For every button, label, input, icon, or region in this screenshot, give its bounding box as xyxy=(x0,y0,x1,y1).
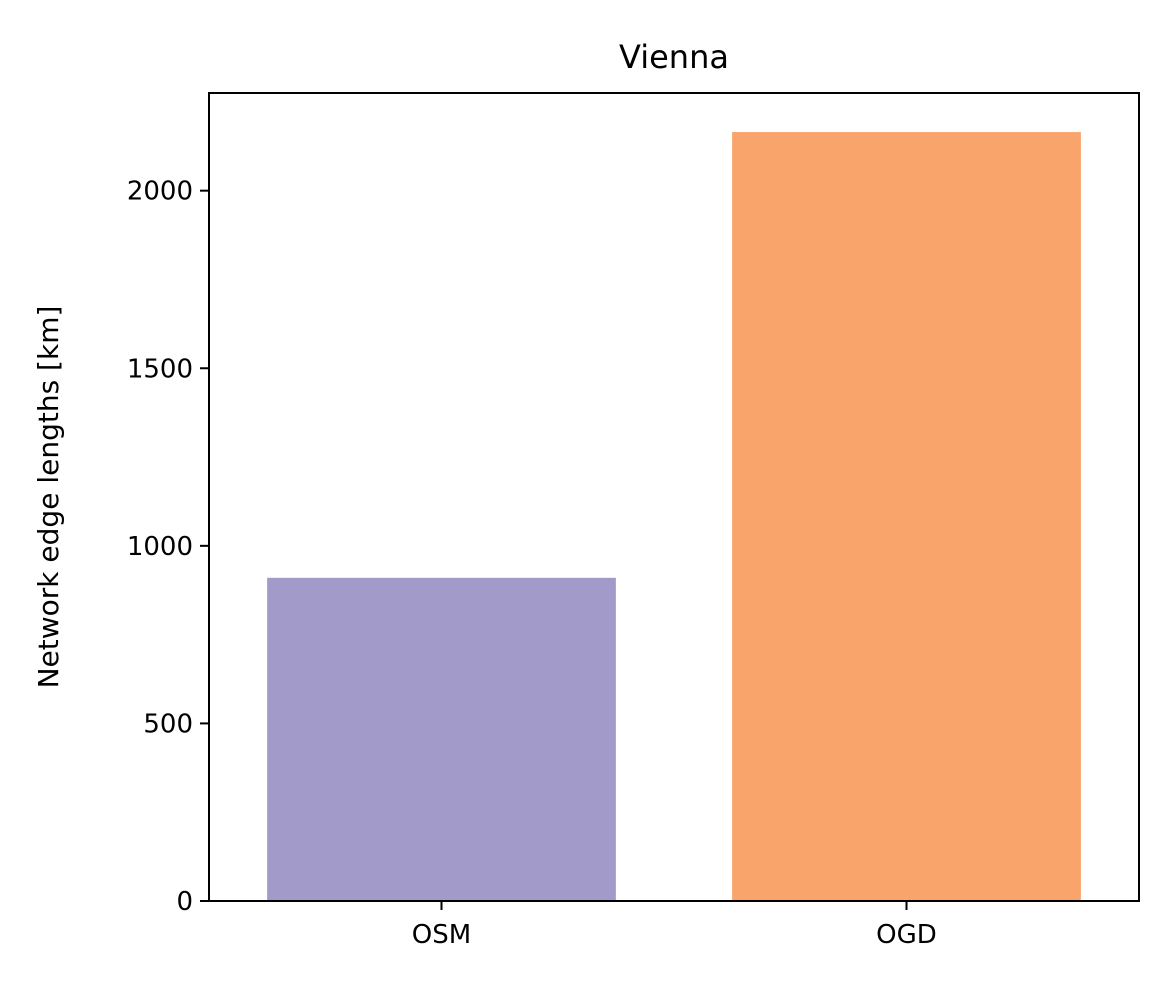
x-tick-label: OSM xyxy=(412,920,471,950)
y-tick-label: 1000 xyxy=(127,532,193,562)
bars-group xyxy=(267,132,1081,902)
y-axis-ticks: 0 500 1000 1500 2000 xyxy=(127,177,209,917)
chart-title: Vienna xyxy=(619,38,729,76)
y-tick-label: 500 xyxy=(143,709,193,739)
x-tick-label: OGD xyxy=(876,920,937,950)
y-axis-label: Network edge lengths [km] xyxy=(32,306,65,689)
y-tick-label: 0 xyxy=(176,887,193,917)
bar-ogd xyxy=(732,132,1081,902)
plot-frame xyxy=(208,92,1140,902)
x-axis-ticks: OSM OGD xyxy=(412,901,937,950)
y-tick-label: 1500 xyxy=(127,354,193,384)
y-tick-label: 2000 xyxy=(127,177,193,207)
bar-osm xyxy=(267,577,616,901)
